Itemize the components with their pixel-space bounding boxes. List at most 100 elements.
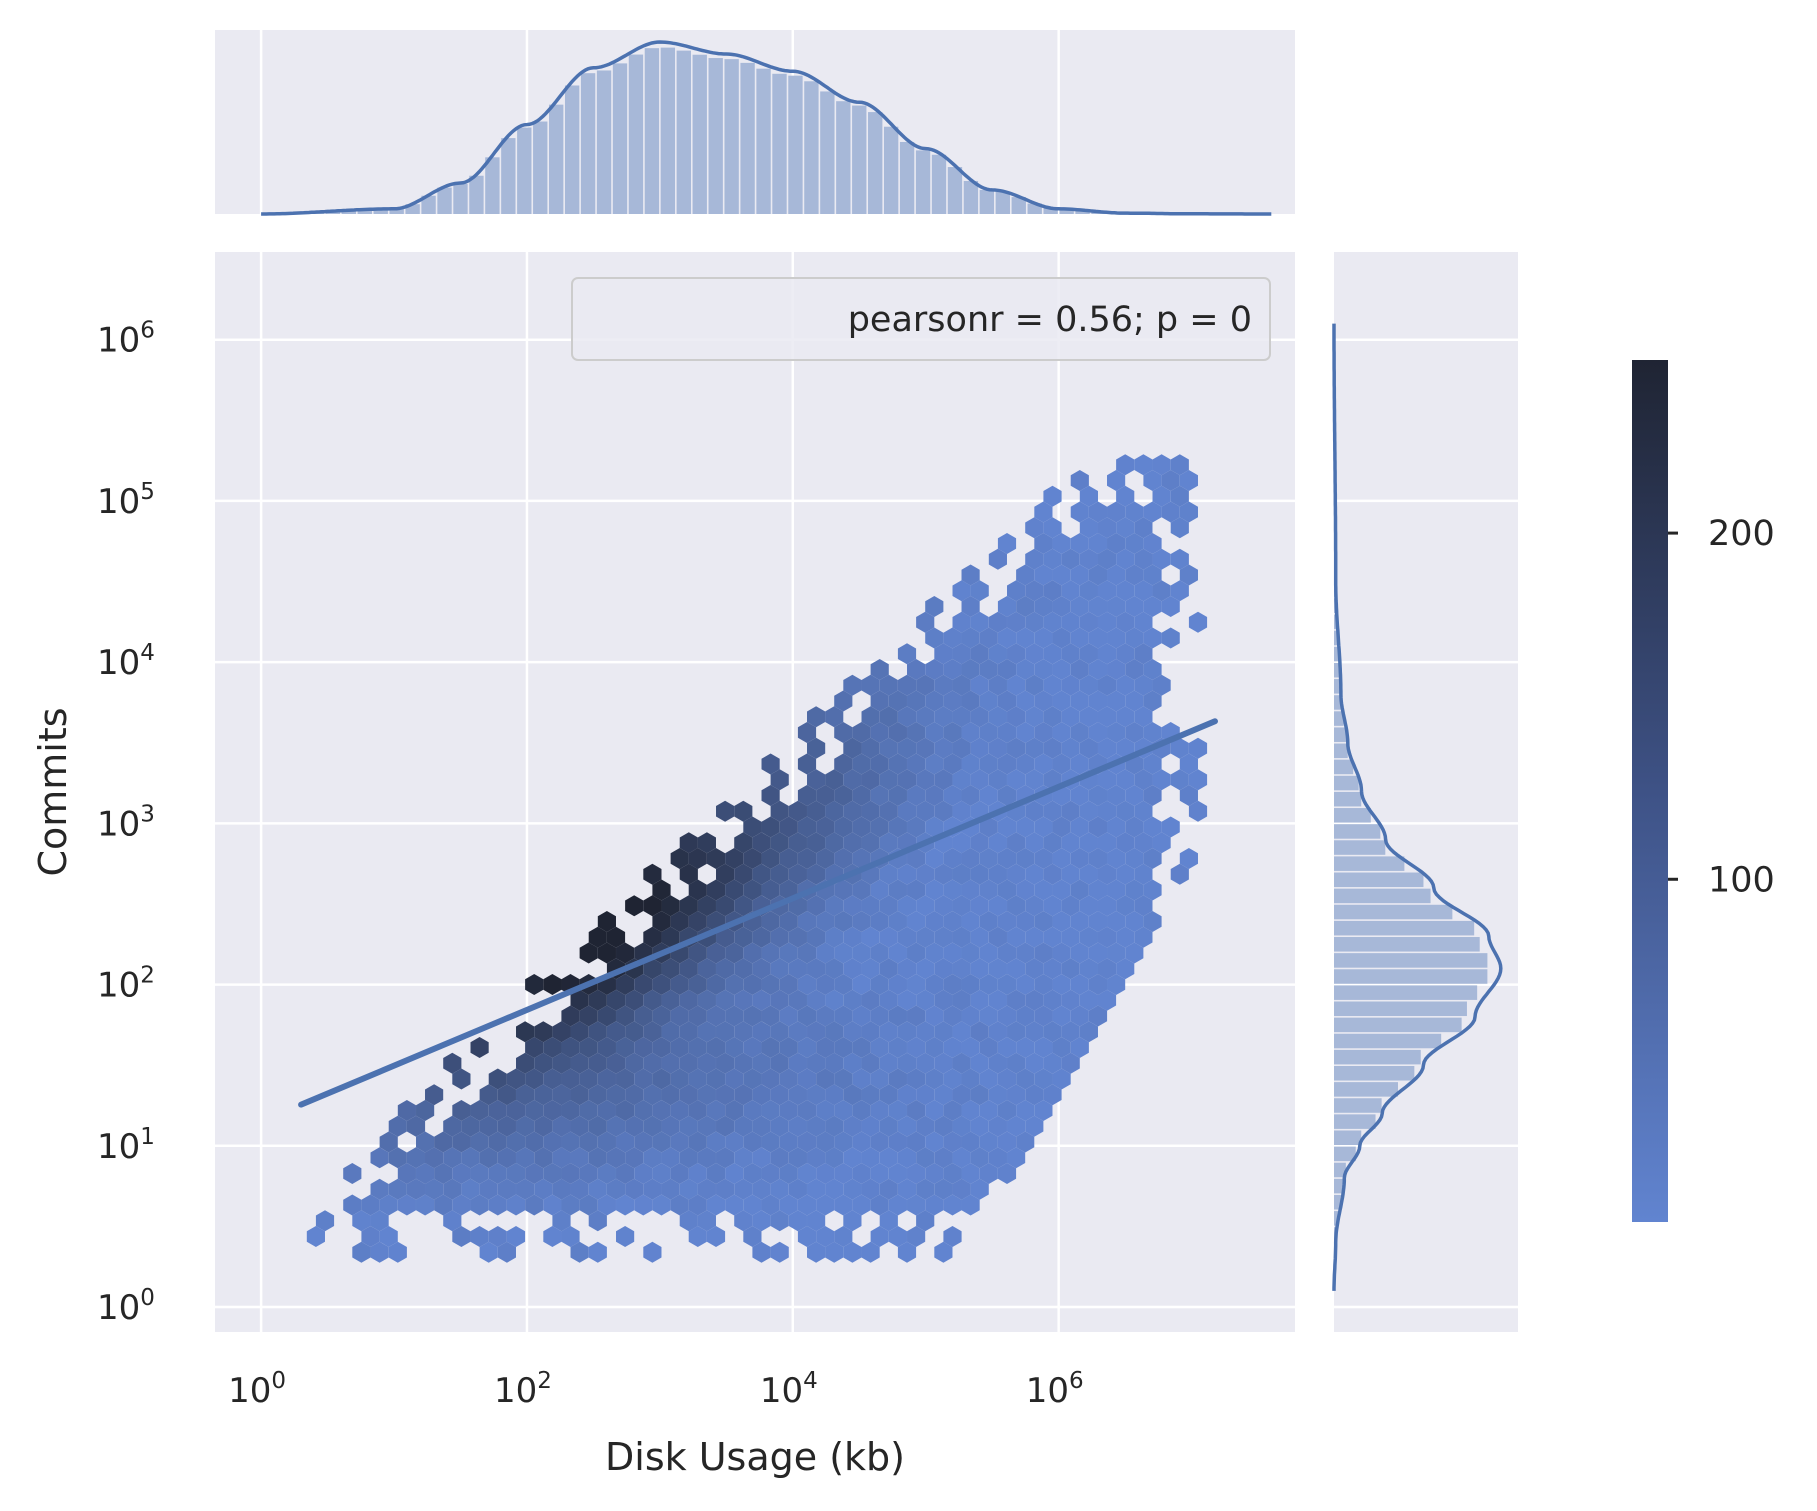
hexbin-cell xyxy=(943,785,962,806)
hexbin-cell xyxy=(834,722,853,743)
hexbin-cell xyxy=(1097,989,1117,1011)
hexbin-cell xyxy=(834,942,853,964)
hexbin-cell xyxy=(843,1021,862,1043)
hexbin-cell xyxy=(934,674,953,696)
hexbin-cell xyxy=(1097,643,1117,665)
hexbin-cell xyxy=(952,643,971,665)
right-histogram-bar xyxy=(1334,969,1488,984)
hexbin-cell xyxy=(988,769,1007,791)
hexbin-cell xyxy=(979,627,998,649)
hexbin-cell xyxy=(425,1178,444,1200)
hexbin-cell xyxy=(952,706,971,728)
hexbin-cell xyxy=(561,1068,580,1090)
hexbin-cell xyxy=(897,643,917,665)
hexbin-cell xyxy=(979,816,998,838)
hexbin-cell xyxy=(752,1115,771,1137)
hexbin-cell xyxy=(888,1163,907,1184)
top-histogram-bar xyxy=(708,58,723,215)
hexbin-cell xyxy=(1061,989,1080,1011)
hexbin-cell xyxy=(834,974,853,995)
right-histogram-bar xyxy=(1334,888,1431,904)
hexbin-cell xyxy=(1007,926,1026,948)
hexbin-cell xyxy=(716,1052,735,1074)
hexbin-cell xyxy=(934,1147,953,1169)
hexbin-cell xyxy=(934,926,953,948)
hexbin-cell xyxy=(616,942,635,964)
hexbin-cell xyxy=(870,1100,889,1121)
hexbin-cell xyxy=(634,1100,653,1121)
hexbin-cell xyxy=(725,1100,744,1121)
hexbin-cell xyxy=(525,1100,544,1121)
right-histogram-bar xyxy=(1334,759,1354,775)
hexbin-cell xyxy=(561,1100,580,1121)
right-histogram-bar xyxy=(1334,695,1341,710)
hexbin-cell xyxy=(1016,596,1035,617)
hexbin-cell xyxy=(1070,942,1089,964)
right-histogram-bar xyxy=(1334,840,1386,855)
hexbin-cell xyxy=(952,958,971,980)
hexbin-cell xyxy=(752,958,771,980)
hexbin-cell xyxy=(1188,800,1208,822)
hexbin-cell xyxy=(816,816,835,838)
hexbin-cell xyxy=(579,1194,598,1216)
hexbin-cell xyxy=(652,1194,671,1216)
hexbin-cell xyxy=(1070,974,1089,995)
hexbin-cell xyxy=(907,753,926,775)
hexbin-cell xyxy=(825,800,844,822)
hexbin-cell xyxy=(997,848,1017,869)
hexbin-cell xyxy=(652,1005,671,1027)
hexbin-cell xyxy=(825,1147,844,1169)
hexbin-cell xyxy=(643,863,662,885)
hexbin-cell xyxy=(997,816,1017,838)
hexbin-cell xyxy=(406,1178,426,1200)
hexbin-cell xyxy=(1097,958,1117,980)
hexbin-cell xyxy=(979,942,998,964)
hexbin-cell xyxy=(725,1005,744,1027)
hexbin-cell xyxy=(479,1241,498,1263)
hexbin-cell xyxy=(1016,1037,1035,1058)
hexbin-cell xyxy=(925,974,944,995)
hexbin-cell xyxy=(843,1178,862,1200)
hexbin-cell xyxy=(1152,580,1171,602)
hexbin-cell xyxy=(743,879,762,901)
hexbin-cell xyxy=(925,1068,944,1090)
hexbin-cell xyxy=(652,1068,671,1090)
hexbin-cell xyxy=(625,1084,644,1106)
hexbin-cell xyxy=(597,1068,616,1090)
hexbin-cell xyxy=(888,1005,907,1027)
right-histogram-bar xyxy=(1334,1065,1415,1081)
hexbin-cell xyxy=(879,706,898,728)
hexbin-cell xyxy=(997,974,1017,995)
right-histogram-bar xyxy=(1334,920,1475,936)
hexbin-cell xyxy=(1088,942,1108,964)
hexbin-cell xyxy=(1070,785,1089,806)
hexbin-cell xyxy=(779,1005,798,1027)
hexbin-cell xyxy=(643,1021,662,1043)
hexbin-cell xyxy=(588,1115,607,1137)
hexbin-cell xyxy=(761,942,780,964)
hexbin-cell xyxy=(752,989,771,1011)
hexbin-cell xyxy=(725,1068,744,1090)
hexbin-cell xyxy=(1161,816,1180,838)
hexbin-cell xyxy=(1170,737,1189,759)
hexbin-cell xyxy=(1061,706,1080,728)
hexbin-cell xyxy=(825,769,844,791)
hexbin-cell xyxy=(1143,659,1162,680)
hexbin-cell xyxy=(916,769,935,791)
hexbin-cell xyxy=(452,1163,471,1184)
hexbin-cell xyxy=(1025,832,1044,854)
hexbin-cell xyxy=(697,1084,716,1106)
hexbin-cell xyxy=(1016,848,1035,869)
hexbin-cell xyxy=(588,1084,607,1106)
hexbin-cell xyxy=(797,1100,817,1121)
hexbin-cell xyxy=(861,737,880,759)
hexbin-cell xyxy=(461,1115,480,1137)
hexbin-cell xyxy=(797,816,817,838)
hexbin-cell xyxy=(834,1226,853,1247)
hexbin-cell xyxy=(988,611,1007,633)
hexbin-cell xyxy=(743,942,762,964)
hexbin-cell xyxy=(870,816,889,838)
hexbin-cell xyxy=(979,1037,998,1058)
hexbin-cell xyxy=(788,863,807,885)
hexbin-cell xyxy=(552,1210,571,1232)
